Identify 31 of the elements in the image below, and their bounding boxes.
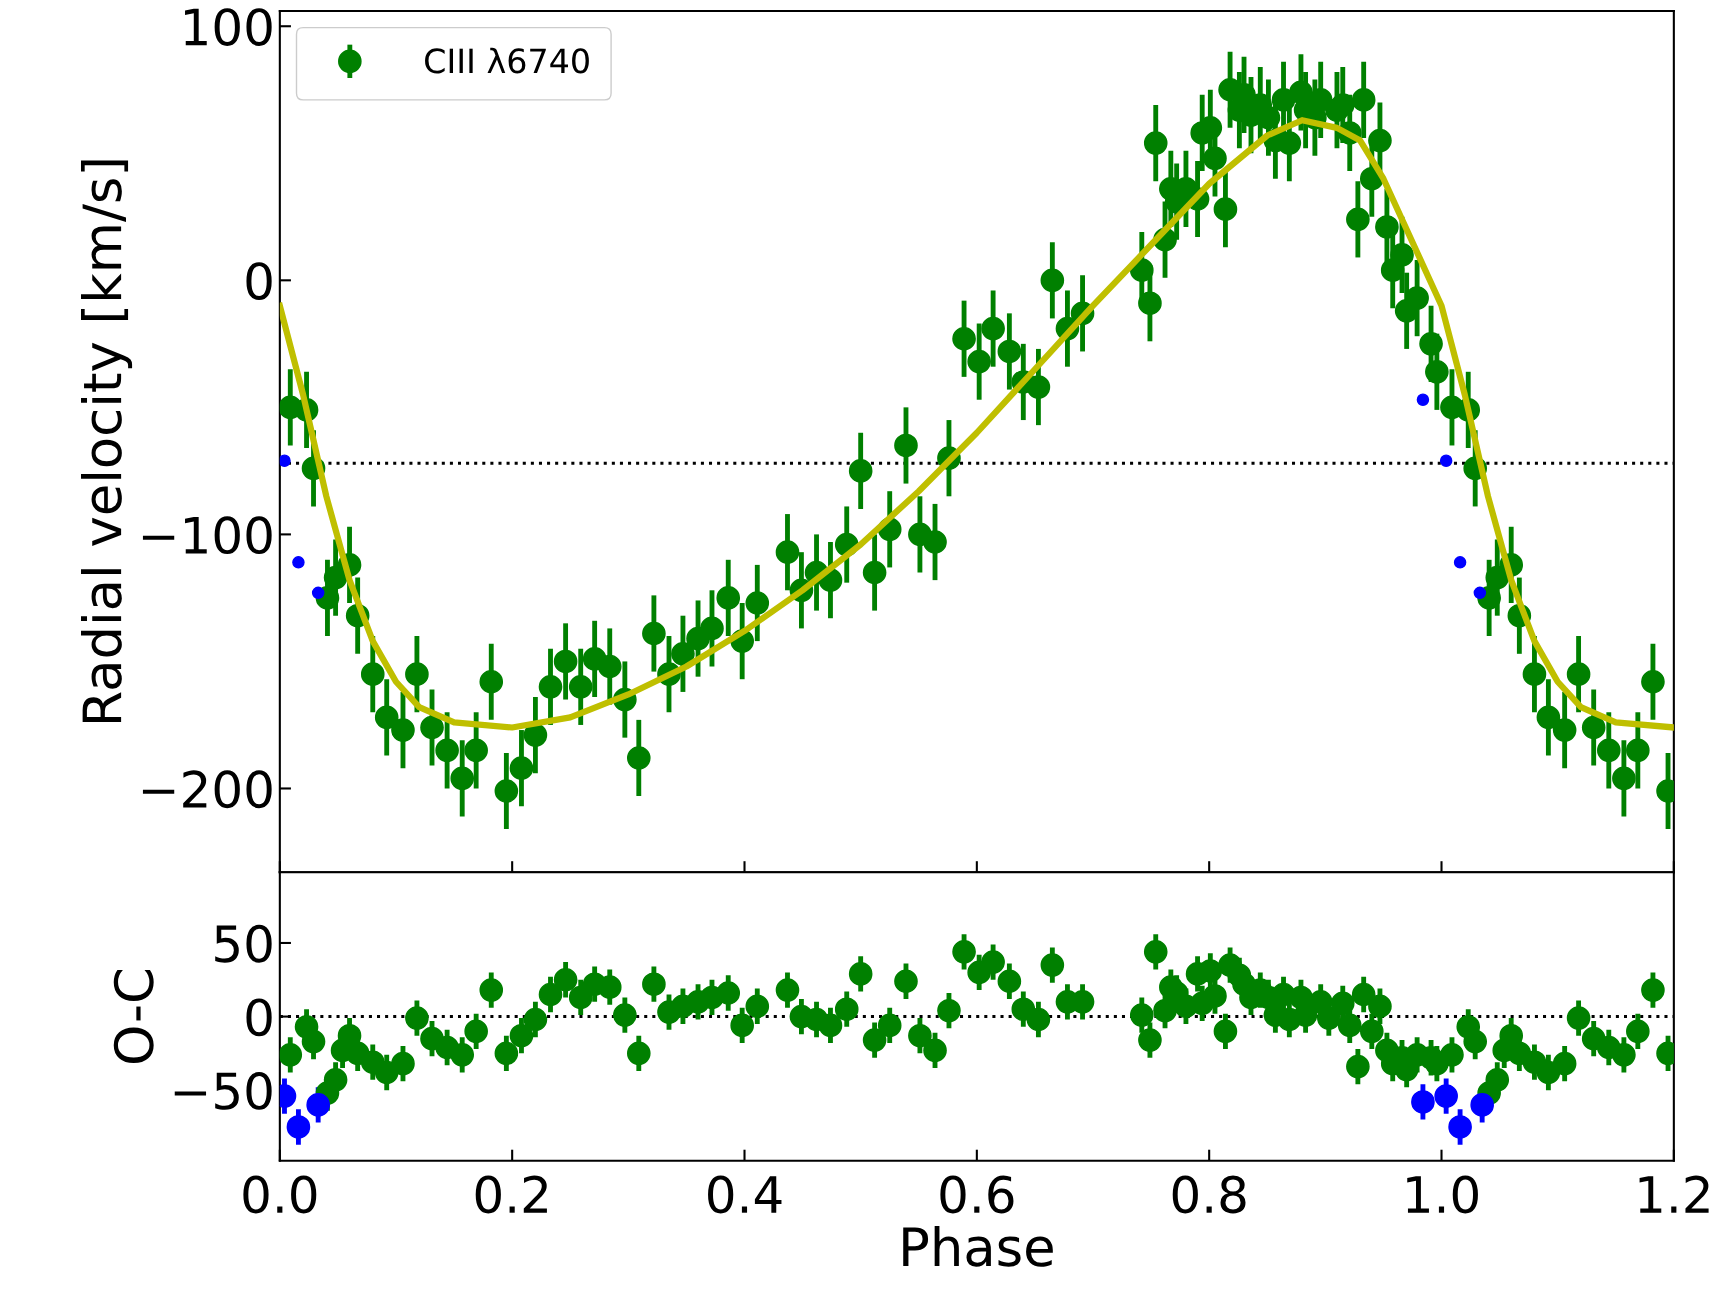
point	[292, 556, 305, 569]
y-tick-label: 0	[246, 262, 272, 301]
y-tick-label: −50	[174, 1072, 272, 1110]
point	[1411, 1090, 1435, 1114]
x-tick-label: 1.0	[1407, 1175, 1478, 1214]
x-tick-label: 0.0	[243, 1175, 317, 1214]
y-axis-title: Radial velocity [km/s]	[81, 160, 133, 723]
point	[1439, 454, 1453, 467]
point	[1470, 1093, 1494, 1117]
x-axis-title: Phase	[903, 1225, 1053, 1267]
x-tick-label: 0.6	[940, 1175, 1014, 1214]
y-tick-label: −100	[142, 516, 272, 555]
point	[279, 454, 291, 467]
point	[1448, 1115, 1472, 1139]
y-tick-label: 50	[215, 924, 272, 963]
point	[1434, 1084, 1458, 1108]
x-tick-label: 0.8	[1172, 1175, 1246, 1214]
y-tick-label: 100	[185, 8, 272, 46]
y-tick-label: 0	[246, 998, 272, 1037]
y-axis-title: O-C	[113, 969, 154, 1064]
point	[306, 1093, 330, 1117]
legend-label: CIII λ6740	[425, 47, 589, 74]
x-tick-label: 0.2	[475, 1175, 547, 1214]
y-tick-label: −200	[142, 770, 272, 809]
point	[1416, 393, 1430, 406]
point	[1453, 556, 1467, 569]
point	[311, 586, 325, 600]
x-tick-label: 0.4	[708, 1175, 782, 1214]
point	[1473, 586, 1487, 600]
point	[286, 1115, 311, 1139]
x-tick-label: 1.2	[1639, 1175, 1709, 1213]
